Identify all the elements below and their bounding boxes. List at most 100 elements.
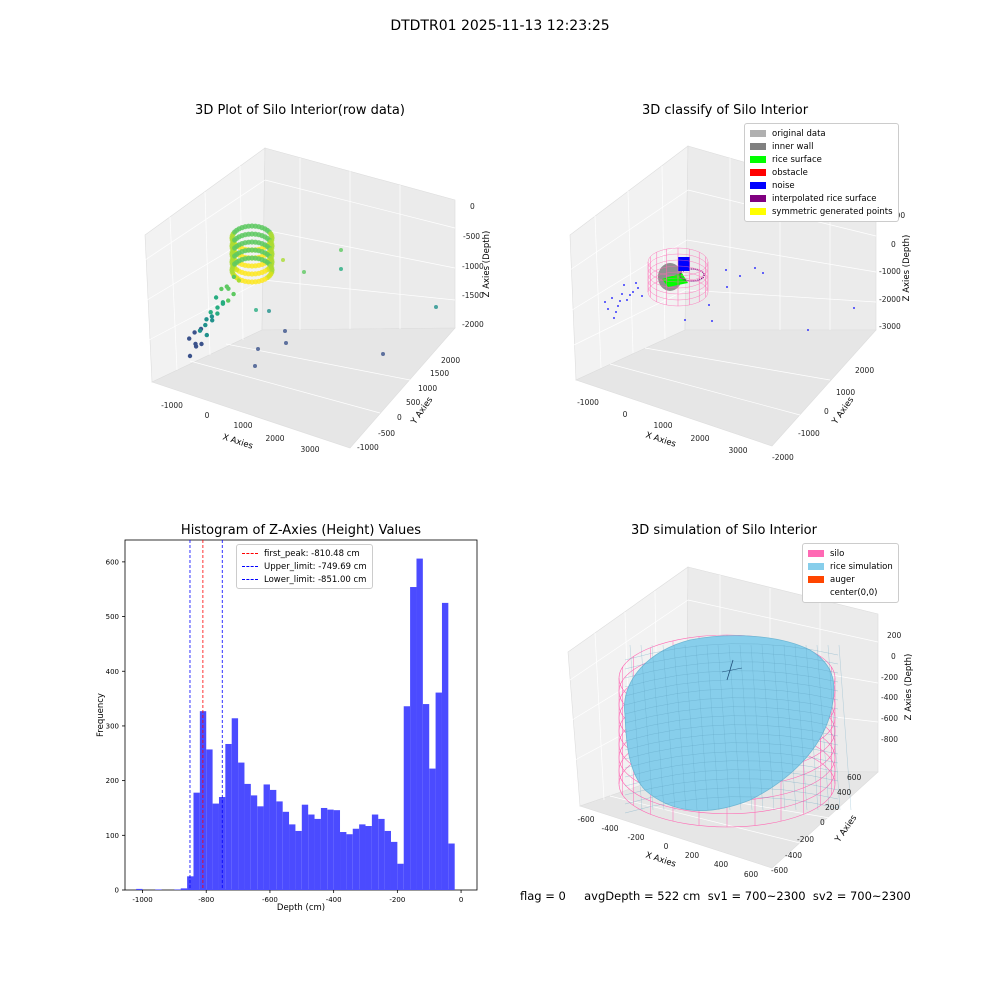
plot1-ytick: 0 [397, 413, 402, 422]
plot3-legend-line [242, 566, 258, 567]
plot1-point [269, 241, 275, 247]
plot3-bars [136, 558, 455, 891]
plot4-auger-line [721, 667, 743, 673]
plot4-rice-mesh [673, 644, 687, 811]
plot4-ytick: 600 [847, 773, 862, 782]
plot4-ytick: 0 [820, 818, 825, 827]
histogram-bar [308, 814, 315, 890]
plot2-ytick: 0 [824, 407, 829, 416]
plot3-ytick-label: 200 [106, 777, 119, 785]
plot4-rice-mesh [624, 724, 839, 742]
plot1-point [231, 291, 236, 297]
plot4-legend-entry: silo [808, 547, 893, 560]
plot2-noise-point [635, 282, 637, 284]
plot2-ztick: -3000 [879, 322, 901, 331]
plot4-zlabel: Z Axies (Depth) [904, 654, 914, 721]
plot4-rice-mesh [750, 644, 764, 811]
plot2-noise-point [853, 307, 855, 309]
plot1-ztick: -1000 [462, 262, 484, 271]
plot3-legend-entry: Lower_limit: -851.00 cm [242, 573, 367, 586]
plot2-noise-point [762, 272, 764, 274]
histogram-bar [174, 889, 181, 890]
plot3-legend-line [242, 553, 258, 554]
plot4-rice-body [624, 635, 835, 811]
histogram-bar [257, 806, 264, 890]
plot4-ytick: 400 [837, 788, 852, 797]
plot3-legend-line [242, 579, 258, 580]
plot4-legend-entry: auger [808, 573, 893, 586]
plot2-ztick: -2000 [879, 295, 901, 304]
plot2-legend-entry: rice surface [750, 153, 893, 166]
plot1-point [199, 341, 204, 347]
plot2-legend-swatch [750, 156, 766, 163]
plot2-legend-entry: noise [750, 179, 893, 192]
plot1-y-ticks: -1000 -500 0 500 1000 1500 2000 [357, 356, 460, 452]
plot4-legend-swatch [808, 589, 824, 596]
plot1-point [302, 270, 306, 274]
plot4-rice-mesh [772, 644, 786, 811]
plot4-rice-mesh [624, 643, 839, 661]
plot2-zlabel: Z Axies (Depth) [902, 235, 912, 302]
plot2-legend-label: obstacle [772, 167, 808, 178]
plot1-point [220, 301, 226, 306]
plot1-x-ticks: -1000 0 1000 2000 3000 [161, 401, 320, 454]
plot1-point [254, 308, 258, 312]
plot1-point [215, 305, 220, 310]
plot3-legend-entry: first_peak: -810.48 cm [242, 547, 367, 560]
plot2-legend-swatch [750, 130, 766, 137]
plot3-ytick-label: 600 [106, 558, 119, 566]
plot2-legend-label: rice surface [772, 154, 822, 165]
plot3-xtick-label: -1000 [132, 896, 152, 904]
plot1-point [256, 347, 260, 351]
plot4-rice-mesh [662, 644, 676, 811]
plot1-xtick: 2000 [265, 434, 284, 443]
plot2-xtick: 0 [623, 410, 628, 419]
histogram-bar [206, 749, 213, 890]
plot4-ylabel: Y Axies [833, 813, 860, 845]
plot4-ztick: -400 [881, 693, 898, 702]
plot1-point [197, 328, 203, 333]
plot4-ztick: -600 [881, 714, 898, 723]
histogram-bar [218, 797, 226, 890]
plot1-ytick: -1000 [357, 443, 379, 452]
plot2-noise-point [711, 320, 713, 322]
plot2-noise-point [617, 305, 619, 307]
plot2-ztick: 0 [891, 240, 896, 249]
plot2-noise-point [708, 304, 710, 306]
plot3-ytick-label: 300 [106, 722, 119, 730]
plot2-legend-label: original data [772, 128, 826, 139]
plot2-noise-point [613, 317, 615, 319]
plot1-point [339, 267, 343, 271]
plot4-rice-mesh [827, 644, 841, 811]
plot1-point [208, 310, 213, 315]
plot1-point [284, 341, 288, 345]
histogram-bar [365, 826, 372, 890]
plot1-ytick: 1500 [430, 369, 449, 378]
plot2-legend: original data inner wall rice surface obsta… [744, 123, 899, 222]
plot1-floor-pane [151, 327, 456, 449]
plot1-point [267, 309, 271, 313]
plot1-point [434, 305, 438, 309]
plot1-ztick: -500 [463, 232, 480, 241]
plot4-rice-mesh [717, 644, 731, 811]
plot1-point [231, 274, 237, 279]
plot3-ylabel: Frequency [96, 693, 106, 737]
histogram-bar [187, 876, 194, 890]
plot3-xlabel: Depth (cm) [276, 903, 326, 913]
plot2-xtick: 3000 [728, 446, 747, 455]
plot2-title: 3D classify of Silo Interior [641, 103, 809, 118]
plot2-noise-point [754, 267, 756, 269]
histogram-bar [410, 587, 417, 890]
plot4-legend-swatch [808, 576, 824, 583]
histogram-bar [269, 789, 277, 890]
plot1-point [339, 248, 343, 252]
plot2-legend-swatch [750, 208, 766, 215]
plot2-noise-point [739, 275, 741, 277]
plot4-rice-mesh [783, 644, 797, 811]
plot4-legend-label: auger [830, 574, 855, 585]
plot4-rice-mesh [624, 787, 839, 805]
plot1-point [269, 249, 275, 255]
plot1-point [281, 258, 285, 262]
plot4-rice-mesh [624, 679, 839, 697]
plot2-noise-block [678, 257, 690, 271]
